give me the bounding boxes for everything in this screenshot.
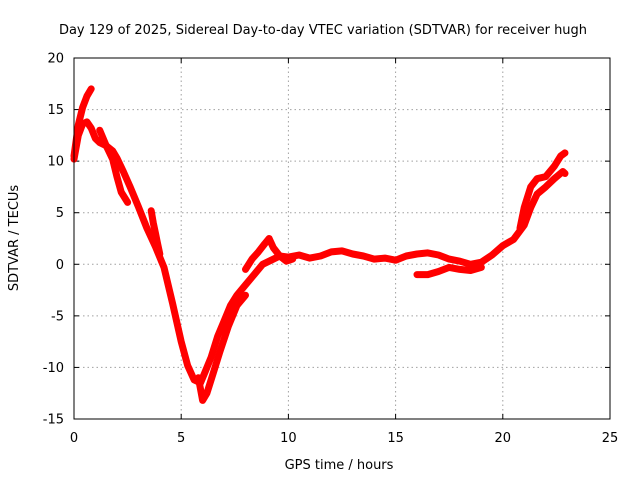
y-tick-label: 5 xyxy=(56,206,64,221)
y-tick-label: 15 xyxy=(47,103,64,118)
y-tick-label: -15 xyxy=(43,413,64,428)
series-4 xyxy=(194,291,249,404)
series-line xyxy=(413,263,485,279)
series-6 xyxy=(413,263,485,279)
y-tick-label: -5 xyxy=(51,309,64,324)
series-line xyxy=(516,149,569,232)
x-tick-label: 0 xyxy=(70,431,78,446)
series-line xyxy=(147,207,164,258)
x-tick-label: 20 xyxy=(495,431,512,446)
series-0 xyxy=(70,118,569,387)
x-tick-label: 5 xyxy=(177,431,185,446)
y-tick-label: -10 xyxy=(43,361,64,376)
x-tick-label: 25 xyxy=(602,431,619,446)
series-7 xyxy=(516,149,569,232)
plot-frame xyxy=(73,57,611,420)
chart-title: Day 129 of 2025, Sidereal Day-to-day VTE… xyxy=(59,23,587,38)
series-line xyxy=(70,118,569,387)
x-tick-label: 15 xyxy=(387,431,404,446)
x-axis-label: GPS time / hours xyxy=(285,458,394,473)
tick-labels: 0 5 10 15 20 25 -15 -10 -5 0 5 10 15 20 xyxy=(43,52,619,447)
series-line xyxy=(70,85,95,160)
series-5 xyxy=(242,235,297,273)
series-2 xyxy=(96,126,132,206)
series-line xyxy=(96,126,132,206)
y-tick-label: 0 xyxy=(56,258,64,273)
series-line xyxy=(242,235,297,273)
series-line xyxy=(194,291,249,404)
y-axis-label: SDTVAR / TECUs xyxy=(7,185,22,292)
series-3 xyxy=(147,207,164,258)
x-tick-label: 10 xyxy=(280,431,297,446)
y-tick-label: 10 xyxy=(47,155,64,170)
y-tick-label: 20 xyxy=(47,52,64,67)
data-series xyxy=(70,85,569,404)
